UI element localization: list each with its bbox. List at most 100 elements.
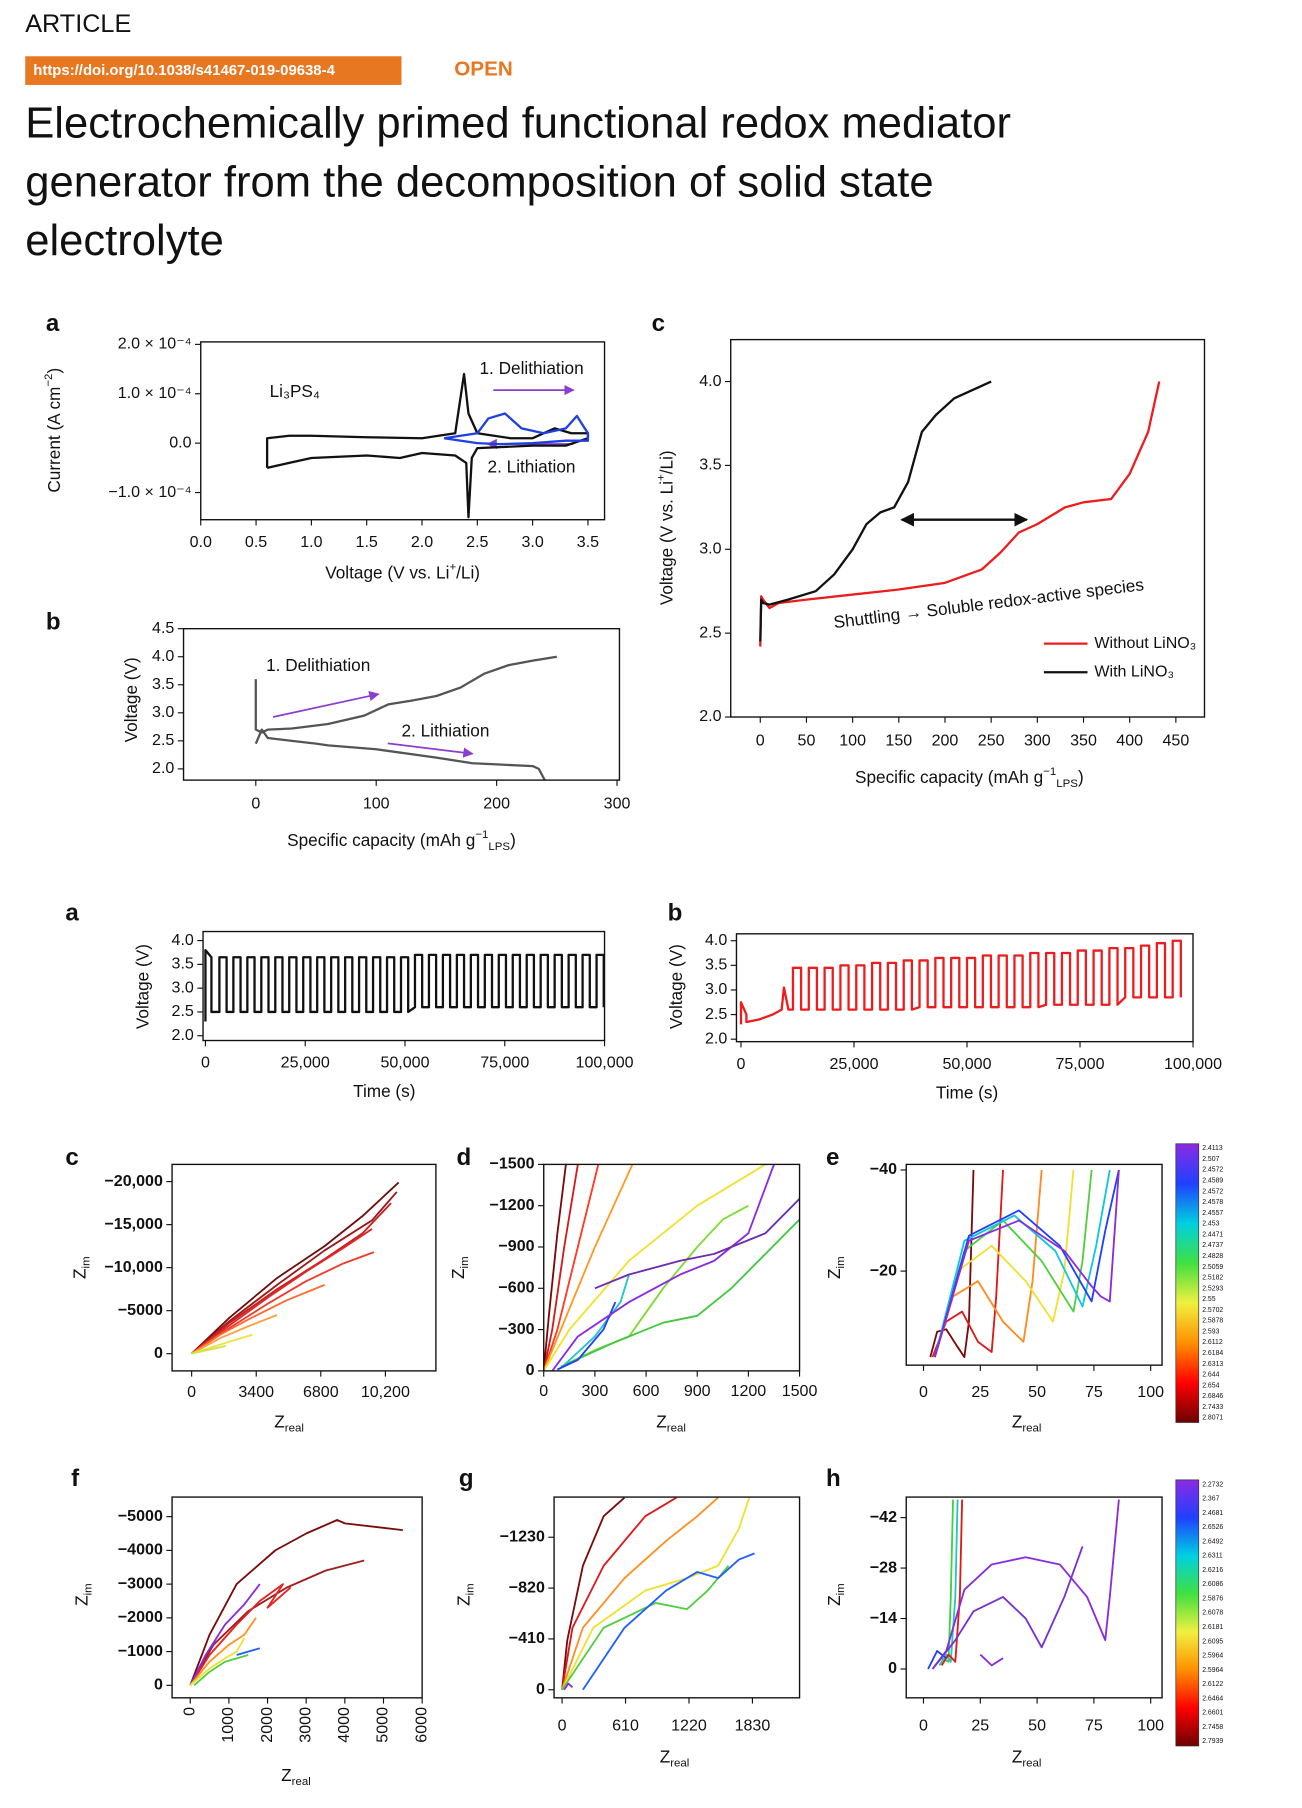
colorbar-label: 2.4113 [1202, 1145, 1223, 1152]
data-line [931, 1546, 1084, 1670]
data-line [189, 1617, 257, 1686]
label-part: Voltage (V) [120, 657, 140, 742]
colorbar-label: 2.6846 [1202, 1393, 1223, 1400]
colorbar-label: 2.6086 [1202, 1581, 1223, 1588]
y-tick-label: −20,000 [104, 1172, 163, 1190]
axis-label: Zreal [281, 1764, 311, 1787]
label-part: /Li) [656, 450, 676, 474]
plot-area [929, 1169, 1120, 1358]
y-tick-label: −5000 [118, 1507, 163, 1525]
axis-label: Zim [447, 1256, 470, 1279]
label-sub: im [80, 1256, 92, 1268]
x-tick-label: 250 [978, 731, 1005, 749]
y-tick-label: −900 [498, 1237, 534, 1255]
data-line [551, 1164, 775, 1371]
x-tick-label: 450 [1162, 731, 1189, 749]
plot-frame [905, 1496, 1163, 1699]
axis-label: Zreal [274, 1411, 304, 1434]
axis-label: Voltage (V) [132, 944, 152, 1029]
x-tick-label: 600 [633, 1382, 660, 1400]
axis-label: Current (A cm−2) [43, 368, 64, 493]
panel-letter: b [46, 608, 61, 635]
data-line [189, 1519, 403, 1686]
data-line [979, 1653, 1004, 1667]
x-tick-label: 25 [971, 1717, 989, 1735]
y-tick-label: −1000 [118, 1642, 163, 1660]
y-tick-label: −2000 [118, 1608, 163, 1626]
colorbar-label: 2.5878 [1202, 1318, 1223, 1325]
x-tick-label: 0 [919, 1717, 928, 1735]
colorbar [1175, 1479, 1200, 1747]
data-line [561, 1497, 626, 1690]
data-line [560, 1218, 800, 1368]
x-tick-label: 50,000 [380, 1054, 429, 1072]
doi[interactable]: https://doi.org/10.1038/s41467-019-09638… [33, 63, 335, 79]
label-part: Z [824, 1595, 844, 1606]
doi-box [25, 56, 402, 85]
y-tick-label: 4.0 [172, 931, 194, 949]
label-part: Voltage (V) [132, 944, 152, 1029]
data-line [191, 1283, 325, 1355]
plot-area [189, 1519, 403, 1687]
label-part: Voltage (V) [665, 944, 685, 1029]
colorbar-label: 2.4828 [1202, 1253, 1223, 1260]
x-tick-label: 6000 [412, 1707, 430, 1743]
annotation: 1. Delithiation [480, 358, 584, 378]
panel-letter: h [826, 1465, 841, 1492]
x-tick-label: 300 [1024, 731, 1051, 749]
y-tick-label: 3.5 [699, 456, 721, 474]
title-line: Electrochemically primed functional redo… [25, 100, 1011, 148]
axis-label: Specific capacity (mAh g−1LPS) [287, 829, 516, 853]
data-line [204, 948, 605, 1022]
x-tick-label: 0 [539, 1382, 548, 1400]
x-tick-label: 25,000 [829, 1055, 878, 1073]
x-tick-label: 6800 [303, 1383, 339, 1401]
label-part: Z [1012, 1746, 1023, 1766]
label-part: Voltage (V vs. Li [656, 481, 676, 605]
x-tick-label: 0 [737, 1055, 746, 1073]
y-tick-label: 2.0 [699, 707, 721, 725]
axis-label: Zreal [1012, 1746, 1042, 1769]
y-tick-label: −5000 [118, 1301, 163, 1319]
arrow [272, 691, 380, 718]
axis-label: Time (s) [353, 1081, 415, 1101]
annotation: Li₃PS₄ [270, 381, 320, 401]
data-line [561, 1497, 677, 1690]
x-tick-label: 200 [932, 731, 959, 749]
y-tick-label: −1200 [489, 1196, 534, 1214]
x-tick-label: 1000 [219, 1707, 237, 1743]
y-tick-label: −3000 [118, 1574, 163, 1592]
title-line: electrolyte [25, 217, 224, 265]
annotation: Shuttling → Soluble redox-active species [832, 574, 1145, 632]
label-part: ) [44, 368, 64, 374]
y-tick-label: −1.0 × 10⁻⁴ [108, 483, 191, 501]
data-line [191, 1228, 373, 1355]
data-line [933, 1169, 1120, 1358]
y-tick-label: 3.0 [172, 978, 194, 996]
label-part: Specific capacity (mAh g [287, 829, 475, 849]
x-tick-label: 300 [582, 1382, 609, 1400]
colorbar-label: 2.654 [1202, 1382, 1219, 1389]
label-sub: im [835, 1583, 847, 1595]
x-tick-label: 100 [839, 731, 866, 749]
colorbar-label: 2.2732 [1202, 1481, 1223, 1488]
colorbar-label: 2.4578 [1202, 1199, 1223, 1206]
plot-area [561, 1497, 755, 1691]
y-tick-label: 3.0 [699, 540, 721, 558]
label-part: Time (s) [936, 1082, 998, 1102]
y-tick-label: −1230 [500, 1527, 545, 1545]
plot-frame [735, 933, 1194, 1043]
data-line [254, 728, 546, 781]
axis-label: Voltage (V) [665, 944, 685, 1029]
x-tick-label: 75 [1085, 1383, 1103, 1401]
label-part: Z [660, 1746, 670, 1766]
label-part: Voltage (V vs. Li [325, 562, 449, 582]
x-tick-label: 0 [919, 1383, 928, 1401]
data-line [759, 380, 992, 642]
y-tick-label: −10,000 [104, 1258, 163, 1276]
label-sub: real [1022, 1758, 1041, 1770]
colorbar-label: 2.5876 [1202, 1595, 1223, 1602]
panel-letter: c [652, 310, 665, 337]
label-sub: real [667, 1423, 686, 1435]
label-sub: im [83, 1583, 95, 1595]
